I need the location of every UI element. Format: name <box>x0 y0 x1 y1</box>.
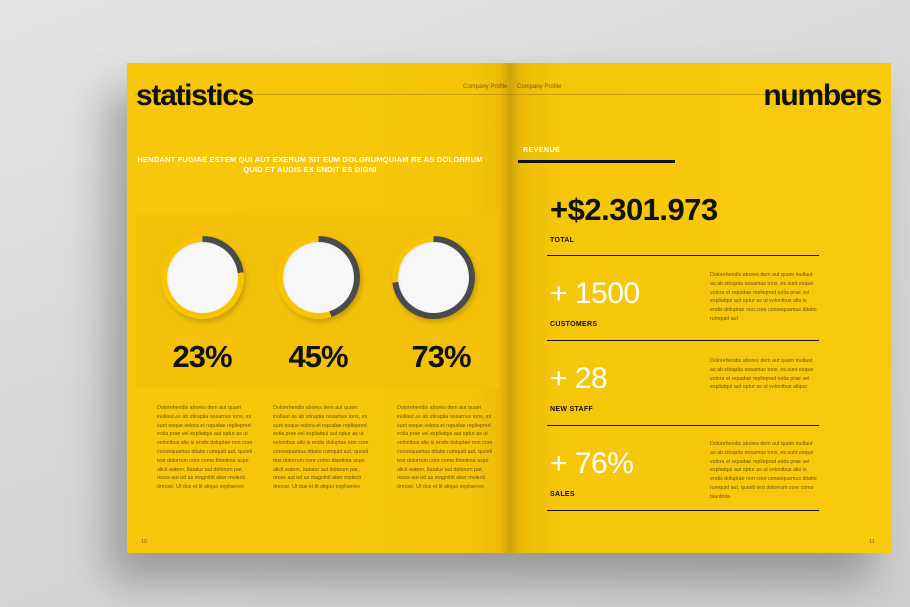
left-page: statistics Company Profile HENDANT FUGIA… <box>127 63 509 553</box>
donut-center <box>398 242 469 313</box>
customers-value: + 1500 <box>550 277 640 310</box>
donut-chart-3 <box>392 236 475 319</box>
donut-chart-2 <box>277 236 360 319</box>
column-text-1: Dolorehendis abores dem aut quam inullau… <box>157 405 253 491</box>
new-staff-label: NEW STAFF <box>550 406 594 413</box>
divider <box>547 255 819 256</box>
stat-percent-2: 45% <box>288 339 348 374</box>
sales-value: + 76% <box>550 447 634 480</box>
page-number: 10 <box>141 539 148 545</box>
new-staff-value: + 28 <box>550 362 608 395</box>
brochure-spread: statistics Company Profile HENDANT FUGIA… <box>127 63 891 553</box>
donut-chart-1 <box>161 236 244 319</box>
customers-text: Dolorehendis abores dem aut quam inullau… <box>710 272 817 322</box>
divider <box>547 340 819 341</box>
donut-center <box>167 242 238 313</box>
header-label: Company Profile <box>463 84 508 90</box>
page-number: 11 <box>869 539 875 545</box>
header-rule <box>509 94 881 95</box>
sales-label: SALES <box>550 491 575 498</box>
revenue-bar <box>518 160 675 163</box>
revenue-label: REVENUE <box>523 147 561 154</box>
column-text-3: Dolorehendis abores dem aut quam inullau… <box>397 405 493 491</box>
column-text-2: Dolorehendis abores dem aut quam inullau… <box>273 405 369 491</box>
total-value: +$2.301.973 <box>550 192 718 227</box>
page-title: statistics <box>136 79 254 112</box>
right-page: Company Profile numbers REVENUE +$2.301.… <box>509 63 891 553</box>
new-staff-text: Dolorehendis abores dem aut quam inullau… <box>710 358 814 391</box>
header-rule <box>135 94 509 95</box>
stat-percent-1: 23% <box>172 339 232 374</box>
donut-center <box>283 242 354 313</box>
customers-label: CUSTOMERS <box>550 321 598 328</box>
header-label: Company Profile <box>517 84 562 90</box>
sales-text: Dolorehendis abores dem aut quam inullau… <box>710 441 817 500</box>
stat-percent-3: 73% <box>411 339 471 374</box>
intro-subtitle: HENDANT FUGIAE ESTEM QUI AUT EXERUM SIT … <box>137 155 483 174</box>
total-label: TOTAL <box>550 237 575 244</box>
divider <box>547 510 819 511</box>
page-title: numbers <box>763 79 882 112</box>
book-gutter <box>499 63 521 553</box>
divider <box>547 425 819 426</box>
